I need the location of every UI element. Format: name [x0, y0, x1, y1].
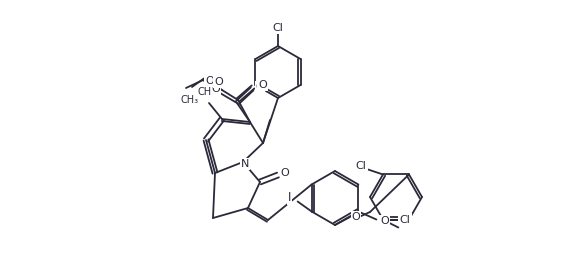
- Text: CH₃: CH₃: [198, 87, 216, 97]
- Text: O: O: [255, 82, 264, 92]
- Text: O: O: [258, 80, 267, 90]
- Text: Cl: Cl: [356, 162, 367, 172]
- Text: I: I: [288, 191, 292, 204]
- Text: O: O: [215, 77, 223, 87]
- Text: Cl: Cl: [273, 23, 283, 33]
- Text: O: O: [380, 216, 389, 227]
- Text: N: N: [241, 159, 249, 169]
- Text: O: O: [206, 76, 215, 86]
- Text: O: O: [352, 212, 360, 222]
- Text: O: O: [280, 168, 289, 178]
- Text: Cl: Cl: [399, 214, 410, 224]
- Text: O: O: [212, 84, 220, 94]
- Text: CH₃: CH₃: [181, 95, 199, 105]
